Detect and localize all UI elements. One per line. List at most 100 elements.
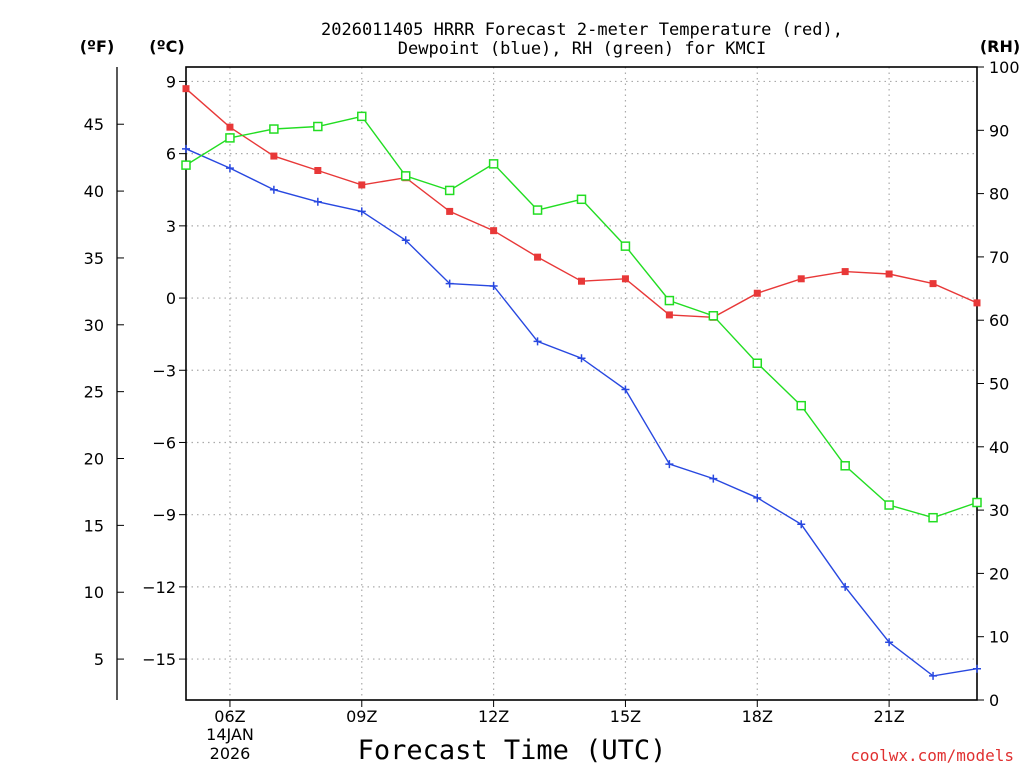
temperature-point	[885, 270, 893, 278]
rh-unit-label: (RH)	[980, 37, 1020, 56]
fahrenheit-tick-label: 10	[84, 583, 104, 602]
temperature-point	[929, 280, 937, 288]
dewpoint-point	[841, 582, 850, 591]
dewpoint-point	[533, 337, 542, 346]
celsius-tick-label: −6	[152, 433, 176, 452]
x-tick-label: 09Z	[346, 707, 377, 726]
rh-point	[269, 124, 279, 134]
dewpoint-line	[185, 148, 978, 677]
rh-point	[884, 500, 894, 510]
temperature-point	[621, 275, 629, 283]
dewpoint-point	[269, 185, 278, 194]
temperature-point	[578, 277, 585, 285]
rh-point	[708, 311, 719, 321]
axes: 06Z 09Z 12Z 15Z 18Z 21Z9630−3−6−9−12−15454035…	[84, 58, 1020, 726]
chart-title-line2: Dewpoint (blue), RH (green) for KMCI	[398, 39, 766, 59]
rh-point	[225, 133, 235, 143]
rh-tick-label: 60	[989, 311, 1009, 330]
temperature-point	[665, 311, 673, 319]
fahrenheit-tick-label: 15	[84, 516, 104, 535]
temperature-point	[270, 152, 278, 160]
celsius-tick-label: 3	[166, 217, 176, 236]
x-tick-label: 21Z	[873, 707, 904, 726]
rh-tick-label: 50	[989, 375, 1009, 394]
x-tick-label: 06Z	[214, 707, 245, 726]
rh-tick-label: 100	[989, 58, 1020, 77]
dewpoint-point	[665, 460, 674, 469]
dewpoint-point	[753, 493, 762, 502]
celsius-tick-label: 6	[166, 145, 176, 164]
rh-point	[840, 461, 850, 471]
celsius-tick-label: 0	[166, 289, 176, 308]
rh-point	[488, 159, 499, 169]
rh-point	[620, 241, 631, 251]
fahrenheit-unit-label: (ºF)	[80, 37, 115, 56]
dewpoint-point	[225, 164, 234, 173]
fahrenheit-tick-label: 20	[84, 450, 104, 469]
temperature-point	[534, 253, 542, 261]
temperature-point	[314, 166, 322, 174]
series-layer	[181, 85, 982, 680]
celsius-tick-label: −12	[142, 578, 176, 597]
dewpoint-point	[621, 385, 630, 394]
rh-tick-label: 40	[989, 438, 1009, 457]
temperature-point	[446, 207, 454, 215]
dewpoint-point	[929, 671, 938, 680]
rh-point	[928, 512, 938, 523]
dewpoint-point	[401, 236, 410, 245]
rh-tick-label: 90	[989, 121, 1009, 140]
fahrenheit-tick-label: 40	[84, 182, 104, 201]
dewpoint-point	[973, 664, 981, 673]
rh-point	[357, 111, 367, 122]
dewpoint-point	[313, 197, 322, 206]
celsius-tick-label: −3	[152, 361, 176, 380]
fahrenheit-tick-label: 30	[84, 316, 104, 335]
rh-point	[972, 497, 982, 508]
temperature-point	[797, 275, 805, 283]
rh-line	[185, 115, 978, 519]
temperature-point	[182, 85, 190, 93]
rh-point	[576, 194, 587, 205]
temperature-point	[753, 289, 761, 297]
rh-tick-label: 20	[989, 564, 1009, 583]
rh-point	[752, 358, 763, 368]
chart-title-line1: 2026011405 HRRR Forecast 2-meter Tempera…	[321, 20, 843, 40]
dewpoint-point	[577, 354, 586, 363]
rh-point	[313, 121, 323, 132]
rh-point	[400, 171, 411, 181]
date-day-label: 14JAN	[206, 725, 254, 744]
dewpoint-point	[489, 282, 498, 291]
dewpoint-point	[445, 279, 454, 288]
rh-tick-label: 0	[989, 691, 999, 710]
plot-frame	[185, 66, 978, 701]
rh-tick-label: 10	[989, 628, 1009, 647]
date-year-label: 2026	[210, 744, 251, 763]
celsius-unit-label: (ºC)	[149, 37, 184, 56]
dewpoint-point	[885, 638, 894, 647]
x-tick-label: 12Z	[478, 707, 509, 726]
temperature-point	[226, 123, 234, 131]
fahrenheit-tick-label: 45	[84, 115, 104, 134]
rh-point	[532, 205, 543, 215]
dewpoint-point	[182, 144, 190, 153]
temperature-point	[490, 227, 498, 235]
rh-point	[664, 295, 675, 306]
celsius-tick-label: −9	[152, 506, 176, 525]
gridlines	[186, 67, 977, 700]
fahrenheit-tick-label: 5	[94, 650, 104, 669]
celsius-tick-label: 9	[166, 72, 176, 91]
rh-point	[796, 400, 806, 411]
temperature-point	[973, 299, 981, 307]
x-tick-label: 15Z	[610, 707, 641, 726]
dewpoint-point	[709, 474, 718, 483]
rh-tick-label: 70	[989, 248, 1009, 267]
dewpoint-point	[797, 520, 806, 529]
rh-tick-label: 30	[989, 501, 1009, 520]
rh-point	[444, 185, 455, 196]
rh-point	[181, 160, 191, 170]
dewpoint-point	[357, 207, 366, 216]
x-tick-label: 18Z	[742, 707, 773, 726]
fahrenheit-tick-label: 35	[84, 249, 104, 268]
x-axis-label: Forecast Time (UTC)	[358, 735, 667, 766]
